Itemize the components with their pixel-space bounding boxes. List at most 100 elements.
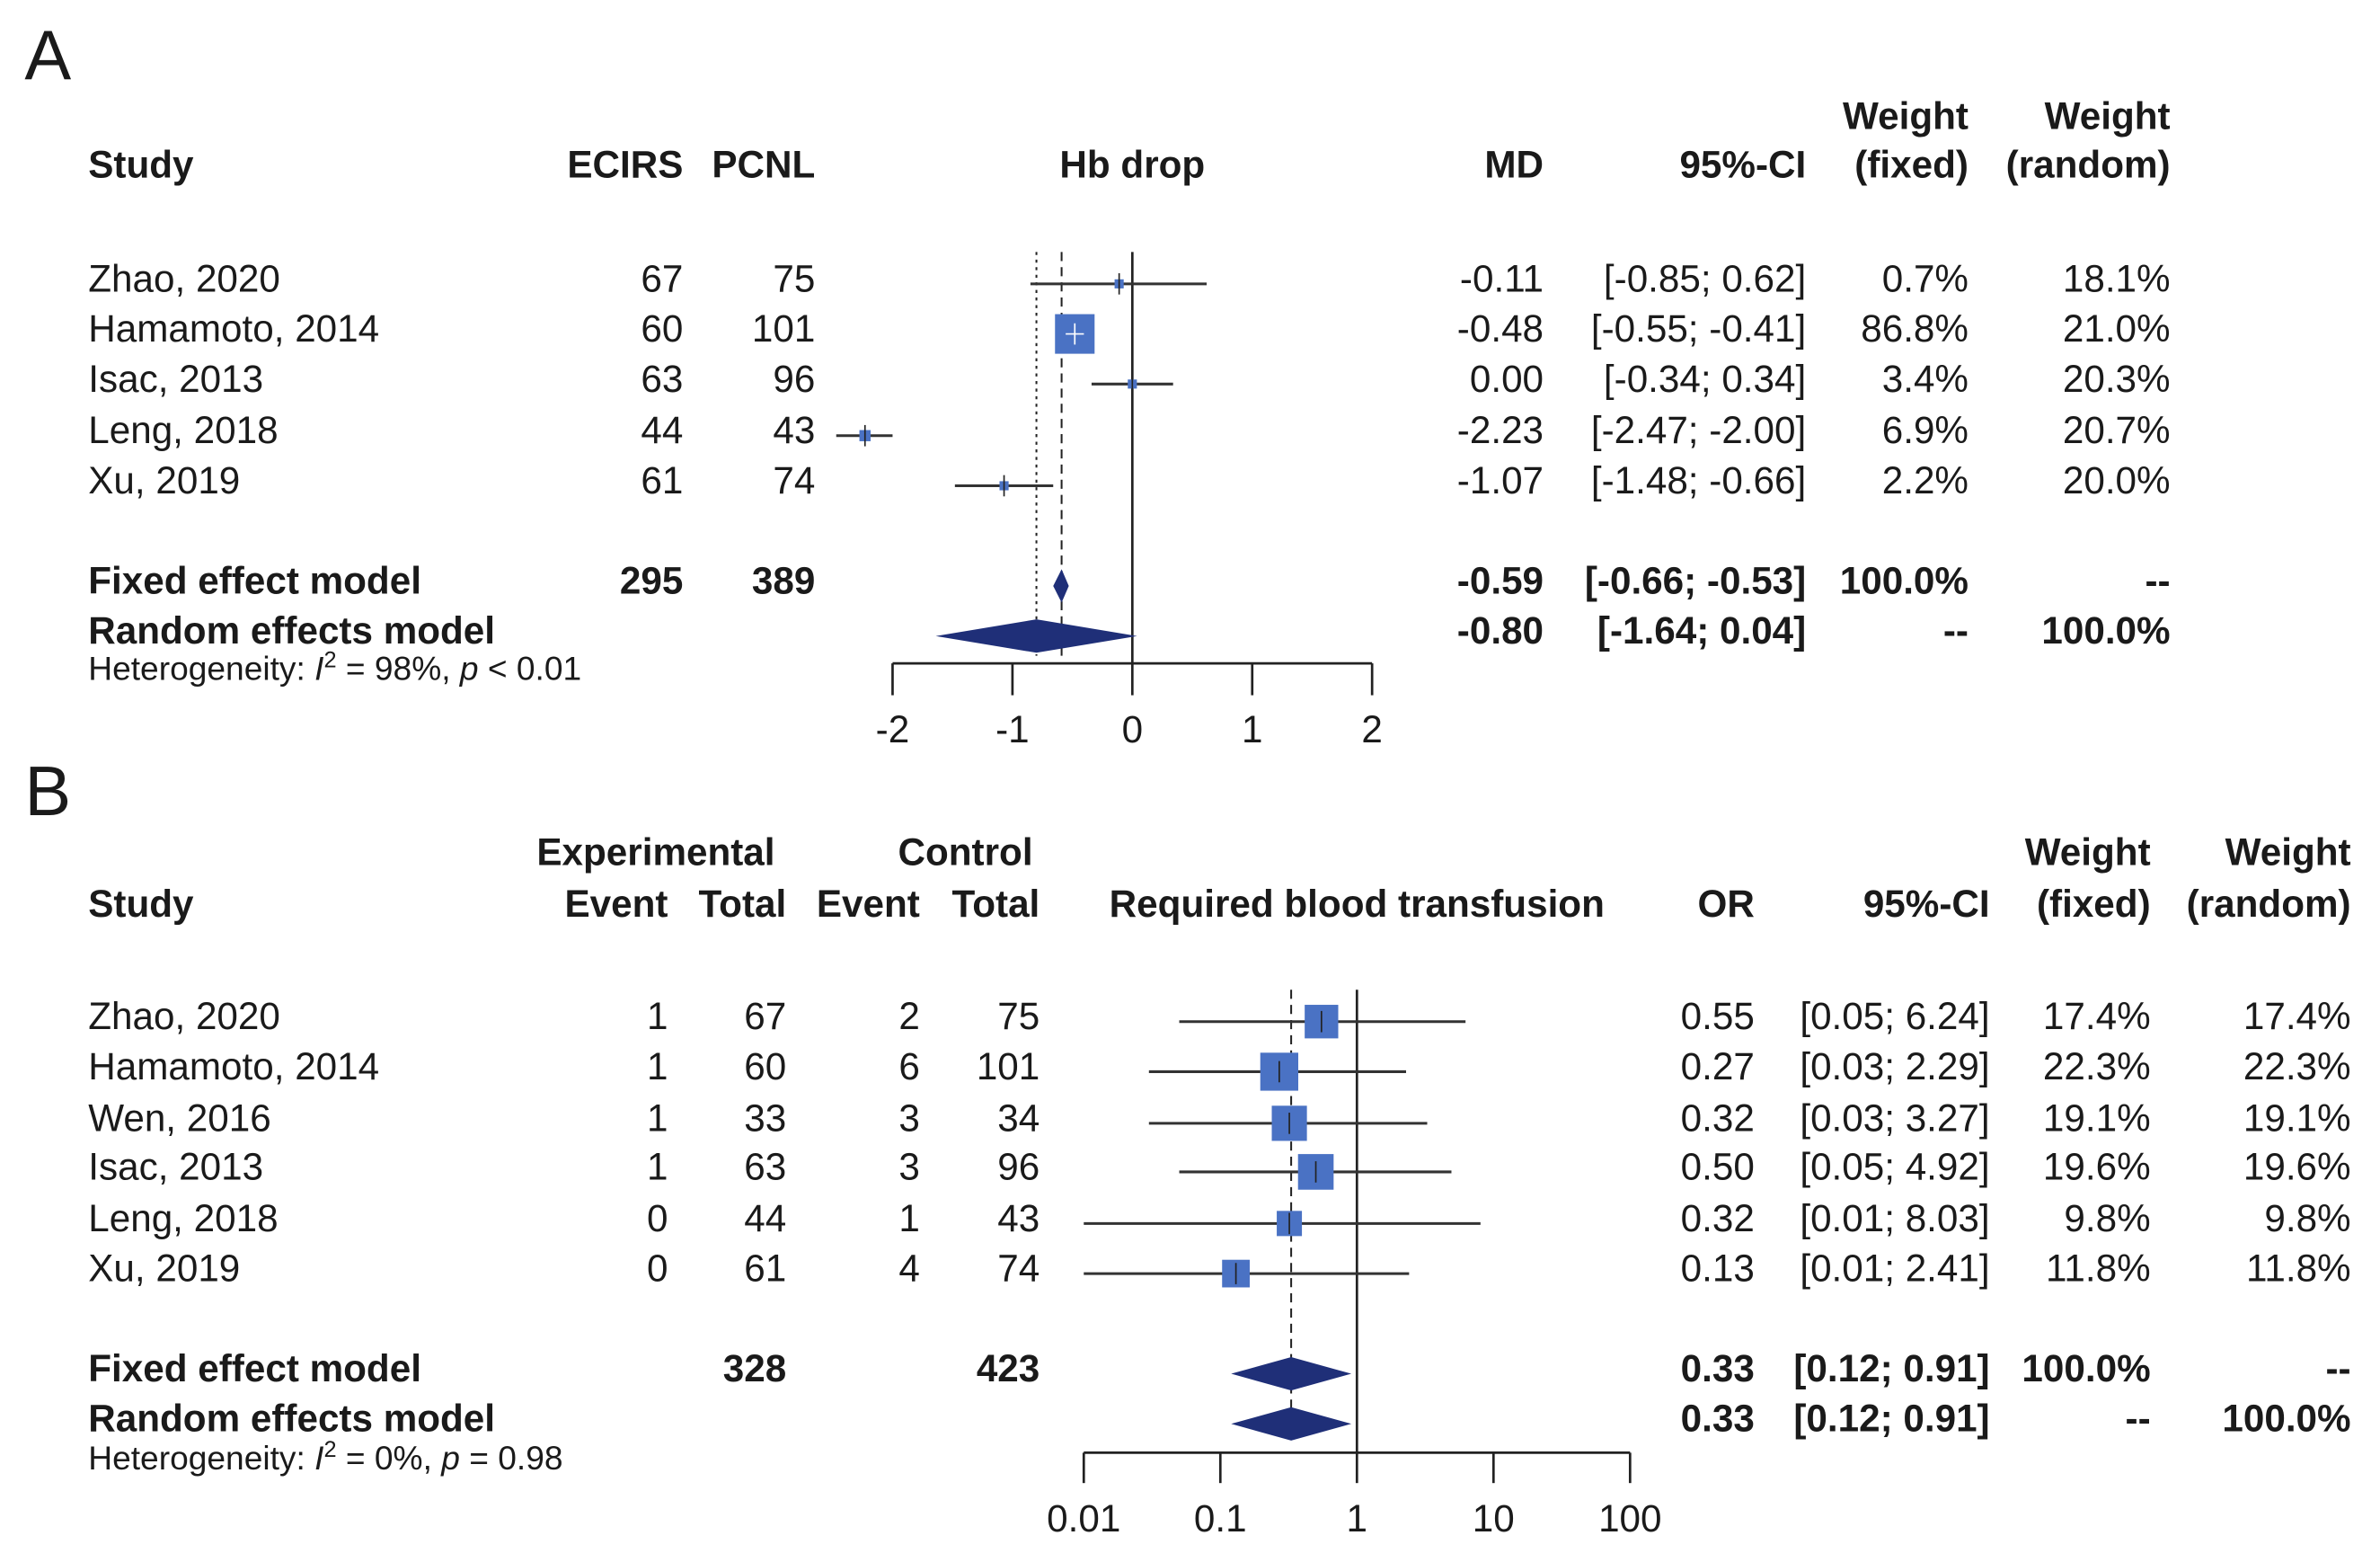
effect-estimate: 0.32 [1681, 1096, 1755, 1139]
confidence-interval: [0.01; 8.03] [1800, 1197, 1989, 1239]
header-weight-fixed-top: Weight [2025, 831, 2151, 874]
study-name: Zhao, 2020 [88, 257, 280, 299]
header-effect: OR [1697, 883, 1754, 925]
confidence-interval: [0.05; 4.92] [1800, 1145, 1989, 1187]
header-group-experimental: Experimental [536, 831, 774, 874]
weight-fixed: 2.2% [1882, 459, 1969, 501]
random-model-label: Random effects model [88, 1398, 495, 1440]
effect-estimate: 0.27 [1681, 1045, 1755, 1087]
header-weight-fixed: (fixed) [1854, 144, 1969, 186]
header-ci: 95%-CI [1679, 144, 1806, 186]
fixed-effect-diamond [1053, 569, 1069, 603]
total-ctrl: 43 [773, 409, 815, 451]
fixed-effect-row: Fixed effect model 295 389 -0.59 [-0.66; -0.… [88, 559, 2171, 603]
header-event-exp: Event [565, 883, 668, 925]
effect-estimate: 0.00 [1470, 358, 1544, 400]
header-weight-fixed-top: Weight [1843, 95, 1969, 138]
event-exp: 0 [647, 1247, 668, 1290]
effect-estimate: 0.50 [1681, 1145, 1755, 1187]
heterogeneity-prefix: Heterogeneity: [88, 1439, 314, 1477]
heterogeneity-i: I [314, 1439, 323, 1477]
weight-fixed: 22.3% [2043, 1045, 2151, 1087]
weight-fixed: 100.0% [2022, 1347, 2150, 1389]
random-effect-row: Random effects model -0.80 [-1.64; 0.04] --… [88, 609, 2171, 653]
weight-random: 21.0% [2063, 307, 2171, 350]
weight-random: -- [2325, 1347, 2350, 1389]
confidence-interval: [-0.55; -0.41] [1591, 307, 1806, 350]
weight-random: 17.4% [2243, 995, 2351, 1037]
study-name: Wen, 2016 [88, 1096, 270, 1139]
fixed-effect-row: Fixed effect model 328 423 0.33 [0.12; 0.91]… [88, 1347, 2351, 1391]
total-ctrl: 96 [997, 1145, 1040, 1187]
event-exp: 1 [647, 1045, 668, 1087]
header-study: Study [88, 144, 194, 186]
effect-estimate: -1.07 [1457, 459, 1544, 501]
study-row: Zhao, 2020 67 75 -0.11 [-0.85; 0.62] 0.7% 18.1… [88, 257, 2170, 299]
study-row: Hamamoto, 2014 1 6 60 101 0.27 [0.03; 2.29] 22.… [88, 1045, 2351, 1091]
confidence-interval: [-1.48; -0.66] [1591, 459, 1806, 501]
weight-random: 22.3% [2243, 1045, 2351, 1087]
total-ctrl: 101 [977, 1045, 1040, 1087]
total-ctrl: 75 [997, 995, 1040, 1037]
effect-estimate: 0.13 [1681, 1247, 1755, 1290]
total-exp: 44 [641, 409, 683, 451]
confidence-interval: [0.03; 2.29] [1800, 1045, 1989, 1087]
weight-fixed: 9.8% [2064, 1197, 2150, 1239]
study-name: Isac, 2013 [88, 358, 263, 400]
fixed-model-label: Fixed effect model [88, 1347, 421, 1389]
total-ctrl: 423 [977, 1347, 1040, 1389]
heterogeneity-prefix: Heterogeneity: [88, 650, 314, 688]
study-row: Leng, 2018 0 1 44 43 0.32 [0.01; 8.03] 9.8% 9.8% [88, 1197, 2350, 1239]
total-ctrl: 74 [997, 1247, 1040, 1290]
x-tick-label: -2 [876, 708, 910, 750]
header-total-ctrl: Total [952, 883, 1040, 925]
heterogeneity-text: Heterogeneity: I2 = 0%, p = 0.98 [88, 1437, 562, 1477]
random-effect-row: Random effects model 0.33 [0.12; 0.91] -- 10… [88, 1398, 2351, 1441]
plot-title: Hb drop [1059, 144, 1205, 186]
total-exp: 63 [641, 358, 683, 400]
total-ctrl: 389 [752, 559, 815, 601]
weight-random: 20.0% [2063, 459, 2171, 501]
x-tick-label: 100 [1598, 1497, 1661, 1540]
total-exp: 67 [641, 257, 683, 299]
total-exp: 60 [744, 1045, 786, 1087]
header-effect: MD [1484, 144, 1544, 186]
forest-panel-b: B Study Experimental Control Event Total Event… [24, 753, 2350, 1540]
weight-fixed: 100.0% [1840, 559, 1969, 601]
study-row: Hamamoto, 2014 60 101 -0.48 [-0.55; -0.41] 86… [88, 307, 2171, 354]
effect-estimate: 0.32 [1681, 1197, 1755, 1239]
event-ctrl: 1 [898, 1197, 919, 1239]
study-name: Zhao, 2020 [88, 995, 280, 1037]
confidence-interval: [-0.85; 0.62] [1604, 257, 1806, 299]
header-ci: 95%-CI [1863, 883, 1990, 925]
weight-random: 100.0% [2222, 1398, 2350, 1440]
study-name: Xu, 2019 [88, 459, 240, 501]
weight-random: 18.1% [2063, 257, 2171, 299]
event-ctrl: 3 [898, 1096, 919, 1139]
effect-estimate: -0.80 [1457, 609, 1544, 652]
study-name: Isac, 2013 [88, 1145, 263, 1187]
event-exp: 1 [647, 1096, 668, 1139]
study-row: Isac, 2013 1 3 63 96 0.50 [0.05; 4.92] 19.6% 19.… [88, 1145, 2351, 1190]
study-row: Xu, 2019 61 74 -1.07 [-1.48; -0.66] 2.2% 20.0% [88, 459, 2170, 501]
x-tick-label: -1 [995, 708, 1030, 750]
study-row: Wen, 2016 1 333 34 0.32 [0.03; 3.27] 19.1% 19.1… [88, 1096, 2351, 1141]
study-row: Leng, 2018 44 43 -2.23 [-2.47; -2.00] 6.9% 20.… [88, 409, 2170, 451]
header-ecirs: ECIRS [567, 144, 683, 186]
confidence-interval: [0.12; 0.91] [1793, 1398, 1989, 1440]
heterogeneity-sup: 2 [323, 648, 336, 673]
event-ctrl: 6 [898, 1045, 919, 1087]
study-row: Zhao, 2020 1 2 67 75 0.55 [0.05; 6.24] 17.4% 17.… [88, 995, 2351, 1039]
weight-random: 20.7% [2063, 409, 2171, 451]
effect-estimate: 0.33 [1681, 1398, 1755, 1440]
panel-label: B [24, 753, 71, 830]
plot-title: Required blood transfusion [1110, 883, 1605, 925]
random-effect-diamond [935, 619, 1137, 653]
total-exp: 61 [641, 459, 683, 501]
total-exp: 61 [744, 1247, 786, 1290]
total-ctrl: 74 [773, 459, 815, 501]
event-exp: 0 [647, 1197, 668, 1239]
confidence-interval: [0.05; 6.24] [1800, 995, 1989, 1037]
weight-fixed: 11.8% [2046, 1247, 2151, 1290]
